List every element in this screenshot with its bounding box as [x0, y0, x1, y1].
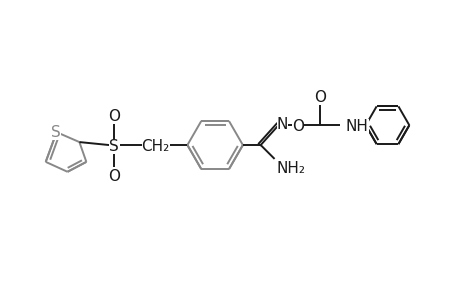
Text: O: O	[313, 89, 325, 104]
Text: NH₂: NH₂	[276, 161, 305, 176]
Text: CH₂: CH₂	[141, 139, 169, 154]
Text: NH: NH	[345, 119, 368, 134]
Text: O: O	[108, 109, 120, 124]
Text: S: S	[50, 125, 61, 140]
Text: S: S	[109, 139, 119, 154]
Text: O: O	[292, 119, 304, 134]
Text: N: N	[276, 117, 288, 132]
Text: O: O	[108, 169, 120, 184]
